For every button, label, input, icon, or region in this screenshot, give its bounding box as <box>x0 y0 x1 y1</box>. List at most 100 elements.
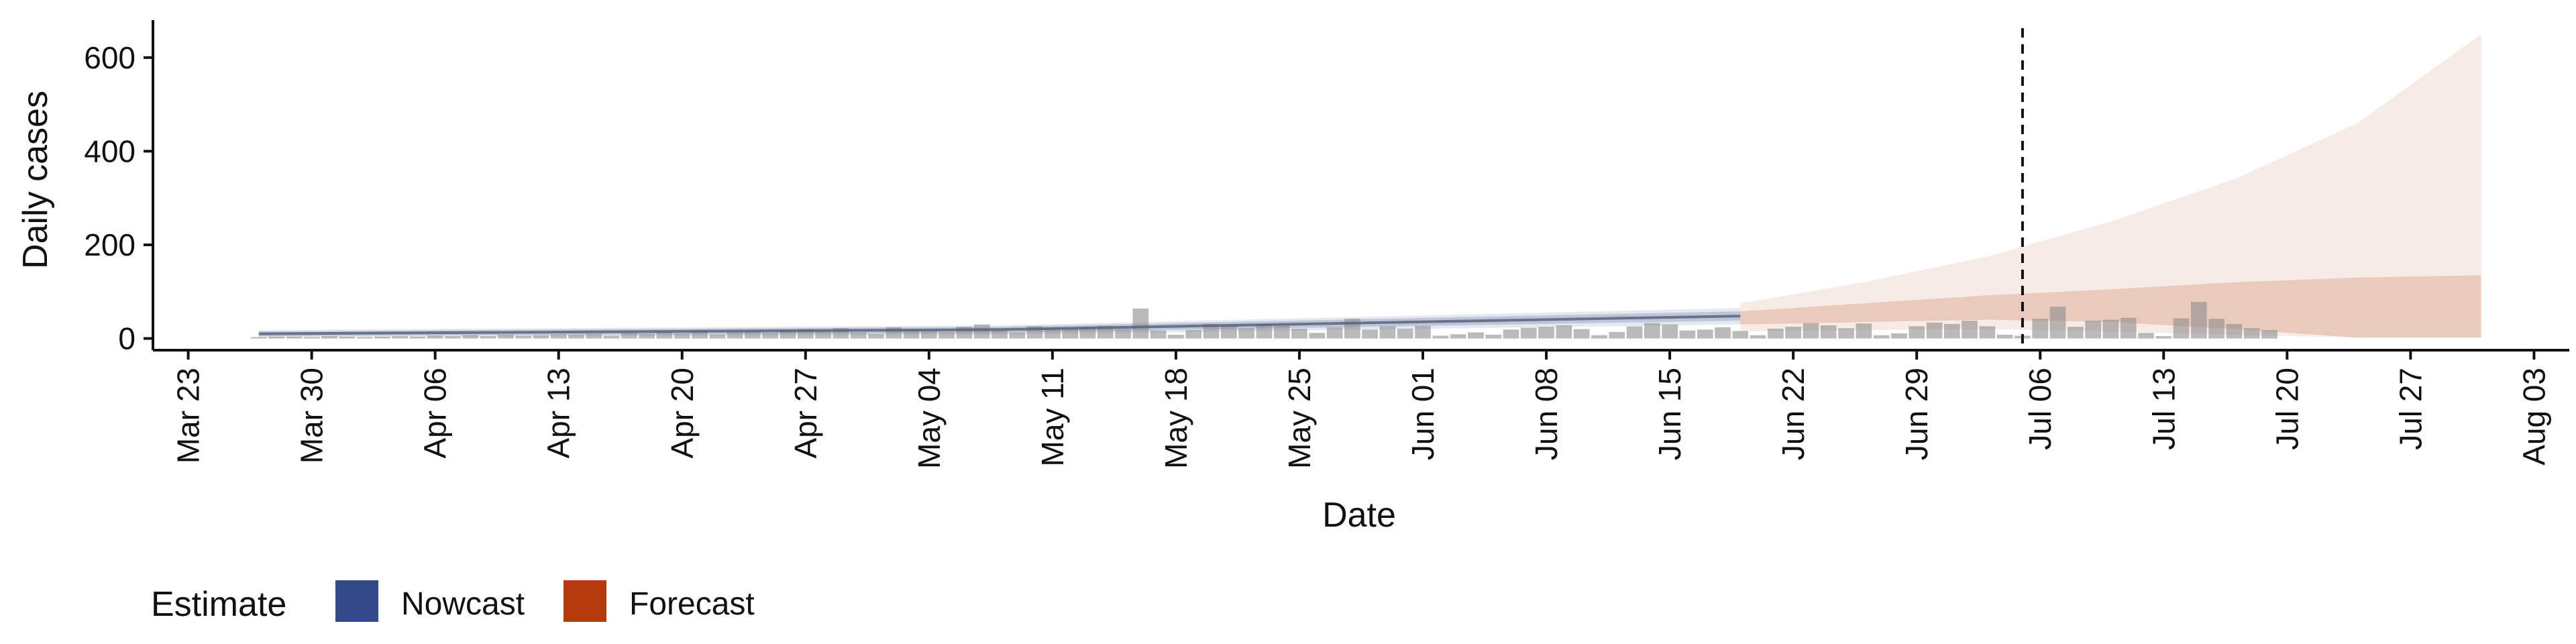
observed-cases-bar <box>1132 308 1149 339</box>
observed-cases-bar <box>286 336 303 339</box>
nowcast-median-line <box>258 315 1741 335</box>
x-tick-label: Jul 20 <box>2269 368 2304 450</box>
observed-cases-bar <box>533 335 549 339</box>
observed-cases-bar <box>392 336 408 339</box>
legend-label-forecast: Forecast <box>629 586 755 622</box>
observed-cases-bar <box>991 330 1008 339</box>
observed-cases-bar <box>339 336 356 339</box>
observed-cases-bar <box>1909 326 1925 339</box>
x-tick-label: May 18 <box>1159 368 1193 469</box>
observed-cases-bar <box>603 335 620 339</box>
observed-cases-bar <box>1309 333 1326 339</box>
observed-cases-bar <box>621 333 637 339</box>
observed-cases-bar <box>1379 326 1396 339</box>
observed-cases-bar <box>639 333 655 339</box>
observed-cases-bar <box>2208 319 2224 339</box>
observed-cases-bar <box>1273 325 1290 339</box>
observed-cases-bar <box>1538 327 1554 339</box>
observed-cases-bar <box>1256 324 1273 339</box>
observed-cases-bar <box>903 329 920 339</box>
observed-cases-bar <box>1962 321 1978 339</box>
observed-cases-bar <box>656 331 673 339</box>
observed-cases-bar <box>1679 330 1696 339</box>
x-tick-label: May 04 <box>912 368 947 469</box>
observed-cases-bar <box>1838 328 1854 339</box>
y-tick-label: 400 <box>84 133 136 168</box>
observed-cases-bar <box>2173 318 2190 339</box>
observed-cases-bar <box>973 324 990 339</box>
observed-cases-bar <box>1150 330 1167 339</box>
x-tick-label: Mar 30 <box>294 368 329 464</box>
x-tick-label: Apr 13 <box>541 368 576 459</box>
x-tick-labels: Mar 23 Mar 30 Apr 06 Apr 13 Apr 20 Apr 27 May … <box>171 368 2552 469</box>
legend-label-nowcast: Nowcast <box>401 586 525 622</box>
observed-cases-bar <box>1732 331 1749 339</box>
x-tick-label: Jun 15 <box>1652 368 1687 460</box>
observed-cases-bar <box>303 337 320 339</box>
observed-cases-bar <box>1996 335 2013 339</box>
x-tick-label: Jun 01 <box>1405 368 1440 460</box>
observed-cases-bar <box>268 336 284 339</box>
observed-cases-bar <box>1485 335 1502 339</box>
observed-cases-bar <box>1803 323 1819 339</box>
observed-cases-bar <box>1856 323 1872 339</box>
x-tick-label: Jun 08 <box>1529 368 1564 460</box>
y-tick-label: 200 <box>84 227 136 262</box>
observed-cases-bar <box>1221 325 1237 339</box>
observed-cases-bar <box>2032 319 2049 339</box>
observed-cases-bar <box>498 335 514 339</box>
observed-cases-bar <box>1468 332 1484 339</box>
estimate-bands <box>258 34 2481 338</box>
observed-cases-bar <box>1291 328 1307 339</box>
observed-cases-bar <box>1820 325 1837 339</box>
observed-cases-bar <box>868 333 884 339</box>
observed-cases-bar <box>374 336 390 339</box>
x-tick-label: Jul 13 <box>2146 368 2181 450</box>
observed-cases-bar <box>1238 328 1254 339</box>
nowcast-outer-band <box>258 308 1741 338</box>
observed-cases-bar <box>780 330 796 339</box>
x-tick-label: Jul 06 <box>2023 368 2057 450</box>
observed-cases-bar <box>409 336 426 339</box>
observed-cases-bar <box>1750 335 1766 339</box>
observed-cases-bar <box>938 331 955 339</box>
observed-cases-bar <box>921 331 937 339</box>
observed-cases-bar <box>2085 321 2101 339</box>
observed-cases-bar <box>1185 330 1202 339</box>
x-tick-label: Jul 27 <box>2393 368 2428 450</box>
observed-cases-bar <box>727 332 743 339</box>
x-tick-label: Jun 22 <box>1776 368 1811 460</box>
observed-cases-bar <box>1503 329 1519 339</box>
observed-cases-bar <box>1397 328 1413 339</box>
observed-cases-bar <box>815 331 831 339</box>
observed-cases-bar <box>2068 327 2084 339</box>
observed-cases-bar <box>1979 326 1996 339</box>
observed-cases-bar <box>2102 319 2119 339</box>
observed-cases-bar <box>321 336 337 339</box>
legend: Estimate Nowcast Forecast <box>151 580 755 624</box>
observed-cases-bar <box>1079 327 1096 339</box>
observed-cases-bar <box>1168 335 1184 339</box>
legend-key-forecast <box>564 580 606 622</box>
observed-cases-bar <box>2155 336 2172 339</box>
observed-cases-bar <box>1062 328 1079 339</box>
x-tick-label: Aug 03 <box>2516 368 2551 466</box>
forecast-outer-band <box>1740 34 2481 338</box>
observed-cases-bar <box>1626 326 1643 339</box>
observed-cases-bar <box>586 333 602 339</box>
y-tick-labels: 0 200 400 600 <box>84 40 136 356</box>
observed-cases-bar <box>1115 329 1131 339</box>
y-tick-label: 0 <box>118 321 136 356</box>
observed-cases-bar <box>1362 329 1378 339</box>
observed-cases-bar <box>480 336 496 339</box>
observed-cases-bar <box>1715 327 1731 339</box>
observed-cases-bar <box>1926 322 1943 339</box>
observed-cases-bar <box>1697 329 1713 339</box>
observed-cases-bar <box>427 335 443 339</box>
observed-cases-bar <box>1573 329 1590 339</box>
observed-cases-bar <box>745 331 761 339</box>
observed-cases-bar <box>709 334 726 339</box>
observed-cases-bar <box>1009 332 1026 339</box>
forecast-inner-band <box>1740 275 2481 338</box>
